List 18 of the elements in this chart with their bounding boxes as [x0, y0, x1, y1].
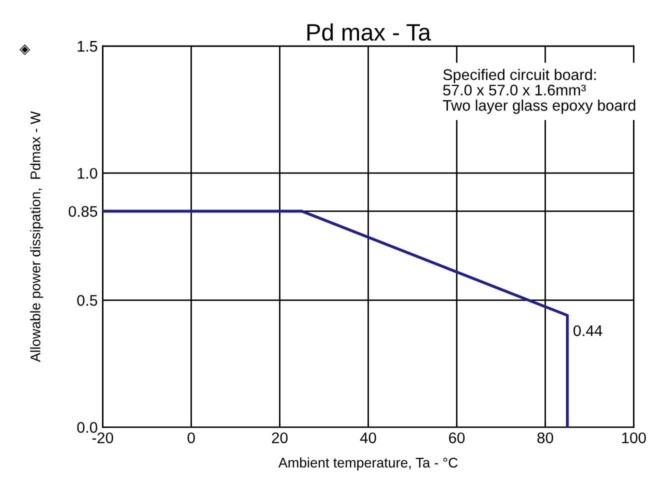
annotation: 0.44 — [574, 325, 602, 336]
x-tick-label: -20 — [92, 432, 114, 444]
x-tick-label: 100 — [622, 432, 646, 444]
x-tick-label: 60 — [449, 432, 465, 444]
chart-title: Pd max - Ta — [307, 23, 431, 41]
text: ◈ — [20, 44, 30, 56]
x-tick-label: 80 — [537, 432, 554, 444]
y-tick-label: 1.0 — [78, 168, 98, 179]
x-axis-title: Ambient temperature, Ta - °C — [278, 457, 458, 470]
y-tick-label: 0.0 — [77, 422, 98, 433]
y-tick-label: 0.85 — [68, 206, 98, 217]
x-tick-label: 0 — [188, 432, 195, 444]
x-tick-label: 20 — [272, 432, 288, 444]
y-tick-label: 0.5 — [77, 295, 98, 306]
annotation: Specified circuit board: 57.0 x 57.0 x 1.6mm³ Two layer glass epoxy board — [442, 68, 636, 114]
y-tick-label: 1.5 — [78, 41, 98, 52]
y-axis-title: Allowable power dissipation, Pdmax - W — [30, 111, 44, 362]
x-tick-label: 40 — [360, 432, 376, 444]
